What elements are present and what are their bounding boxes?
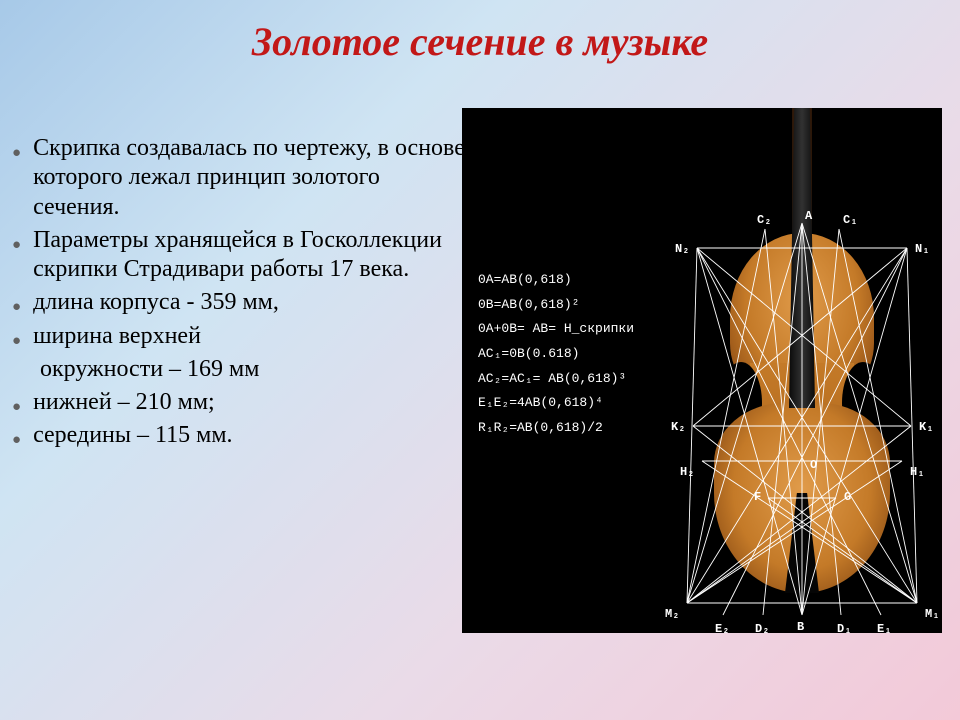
svg-text:N₁: N₁ xyxy=(915,242,929,256)
svg-text:N₂: N₂ xyxy=(675,242,689,256)
equations-block: 0A=AB(0,618) 0B=AB(0,618)² 0A+0B= AB= H_… xyxy=(478,268,698,441)
equation: 0A=AB(0,618) xyxy=(478,268,698,293)
equation: 0A+0B= AB= H_скрипки xyxy=(478,317,698,342)
text-body: ● Скрипка создавалась по чертежу, в осно… xyxy=(8,130,468,455)
svg-text:C₂: C₂ xyxy=(757,213,771,227)
svg-text:B: B xyxy=(797,620,804,633)
bullet-text: середины – 115 мм. xyxy=(33,421,232,450)
svg-text:D₂: D₂ xyxy=(755,622,769,633)
bullet-item: ● Скрипка создавалась по чертежу, в осно… xyxy=(8,134,468,222)
equation: R₁R₂=AB(0,618)/2 xyxy=(478,416,698,441)
svg-text:D₁: D₁ xyxy=(837,622,851,633)
bullet-text: нижней – 210 мм; xyxy=(33,388,215,417)
violin-diagram: ABOC₁C₂N₁N₂K₁K₂H₁H₂M₁M₂E₁E₂D₁D₂FG 0A=AB(… xyxy=(462,108,942,633)
bullet-text: ширина верхней xyxy=(33,322,201,351)
svg-text:K₁: K₁ xyxy=(919,420,933,434)
bullet-item: ● нижней – 210 мм; xyxy=(8,388,468,417)
bullet-item: ● длина корпуса - 359 мм, xyxy=(8,288,468,317)
svg-text:C₁: C₁ xyxy=(843,213,857,227)
bullet-icon: ● xyxy=(12,398,21,416)
bullet-text: Скрипка создавалась по чертежу, в основе… xyxy=(33,134,468,222)
equation: AC₂=AC₁= AB(0,618)³ xyxy=(478,367,698,392)
bullet-icon: ● xyxy=(12,144,21,162)
equation: E₁E₂=4AB(0,618)⁴ xyxy=(478,391,698,416)
bullet-item: ● Параметры хранящейся в Госколлекции ск… xyxy=(8,226,468,285)
bullet-item: ● ширина верхней xyxy=(8,322,468,351)
bullet-continuation: окружности – 169 мм xyxy=(8,355,468,384)
svg-text:H₂: H₂ xyxy=(680,465,694,479)
svg-text:H₁: H₁ xyxy=(910,465,924,479)
bullet-icon: ● xyxy=(12,332,21,350)
bullet-icon: ● xyxy=(12,298,21,316)
svg-text:E₂: E₂ xyxy=(715,622,729,633)
svg-text:E₁: E₁ xyxy=(877,622,891,633)
slide-title: Золотое сечение в музыке xyxy=(0,18,960,65)
bullet-text: Параметры хранящейся в Госколлекции скри… xyxy=(33,226,468,285)
slide: Золотое сечение в музыке ● Скрипка созда… xyxy=(0,0,960,720)
equation: AC₁=0B(0.618) xyxy=(478,342,698,367)
bullet-icon: ● xyxy=(12,236,21,254)
bullet-text: длина корпуса - 359 мм, xyxy=(33,288,279,317)
svg-text:M₁: M₁ xyxy=(925,607,939,621)
bullet-item: ● середины – 115 мм. xyxy=(8,421,468,450)
svg-text:M₂: M₂ xyxy=(665,607,679,621)
bullet-icon: ● xyxy=(12,431,21,449)
equation: 0B=AB(0,618)² xyxy=(478,293,698,318)
